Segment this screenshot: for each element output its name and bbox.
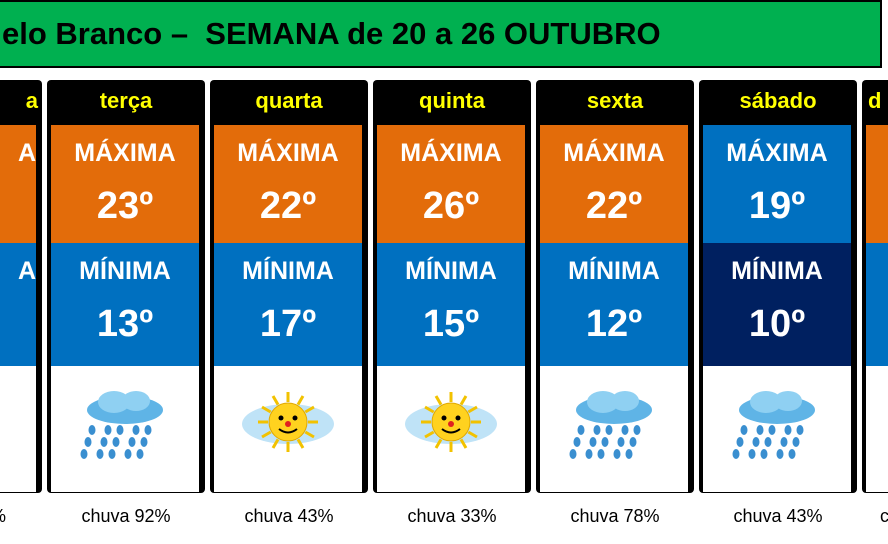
- icon-panel: [0, 366, 36, 492]
- day-card: sexta MÁXIMA 22º MÍNIMA 12º: [536, 80, 694, 493]
- icon-panel: [377, 366, 525, 492]
- min-label: MÍNIMA: [79, 257, 171, 285]
- min-label: A: [17, 257, 36, 285]
- min-temp: 13º: [96, 303, 154, 345]
- rain-chance: c: [880, 506, 888, 526]
- min-panel: MÍNIMA 15º: [377, 243, 525, 366]
- rain-chance: chuva 33%: [407, 506, 497, 526]
- icon-panel: [51, 366, 199, 492]
- max-temp: 23º: [96, 185, 154, 227]
- max-label: MÁXIMA: [74, 139, 176, 167]
- day-name: quarta: [255, 88, 323, 113]
- weather-icon: [377, 388, 525, 463]
- day-card: quarta MÁXIMA 22º MÍNIMA 17º: [210, 80, 368, 493]
- max-panel: MÁXIMA 22º: [540, 125, 688, 243]
- day-card: quinta MÁXIMA 26º MÍNIMA 15º: [373, 80, 531, 493]
- max-panel: MÁXIMA 19º: [703, 125, 851, 243]
- max-panel: MÁXIMA 26º: [377, 125, 525, 243]
- rain-chance: chuva 43%: [244, 506, 334, 526]
- icon-panel: [540, 366, 688, 492]
- day-card: terça MÁXIMA 23º MÍNIMA 13º: [47, 80, 205, 493]
- min-panel: MÍNIMA 10º: [703, 243, 851, 366]
- day-name: d: [868, 88, 882, 113]
- min-label: MÍNIMA: [242, 257, 334, 285]
- max-label: MÁXIMA: [726, 139, 828, 167]
- max-temp: 22º: [585, 185, 643, 227]
- weather-icon: [51, 388, 199, 473]
- max-temp: 22º: [259, 185, 317, 227]
- max-label: MÁXIMA: [237, 139, 339, 167]
- min-panel: [866, 243, 888, 366]
- icon-panel: [866, 366, 888, 492]
- rain-chance: chuva 78%: [570, 506, 660, 526]
- max-temp: 26º: [422, 185, 480, 227]
- max-temp: 19º: [748, 185, 806, 227]
- min-label: MÍNIMA: [568, 257, 660, 285]
- min-panel: MÍNIMA 17º: [214, 243, 362, 366]
- max-panel: A: [0, 125, 36, 243]
- day-name: sexta: [586, 88, 644, 113]
- day-name: a: [25, 88, 38, 113]
- max-panel: MÁXIMA 22º: [214, 125, 362, 243]
- icon-panel: [703, 366, 851, 492]
- min-temp: 12º: [585, 303, 643, 345]
- max-label: A: [17, 139, 36, 167]
- min-label: MÍNIMA: [731, 257, 823, 285]
- icon-panel: [214, 366, 362, 492]
- title: elo Branco – SEMANA de 20 a 26 OUTUBRO: [2, 16, 661, 51]
- weather-icon: [703, 388, 851, 473]
- day-card: a A A: [0, 80, 42, 493]
- max-label: MÁXIMA: [563, 139, 665, 167]
- min-temp: 15º: [422, 303, 480, 345]
- min-panel: MÍNIMA 13º: [51, 243, 199, 366]
- day-card: d: [862, 80, 888, 493]
- day-name: quinta: [419, 88, 485, 113]
- day-name: sábado: [739, 88, 817, 113]
- rain-chance: %: [0, 506, 6, 527]
- day-name: terça: [99, 88, 153, 113]
- day-card: sábado MÁXIMA 19º MÍNIMA 10º: [699, 80, 857, 493]
- max-panel: MÁXIMA 23º: [51, 125, 199, 243]
- rain-chance: chuva 43%: [733, 506, 823, 526]
- max-label: MÁXIMA: [400, 139, 502, 167]
- min-temp: 17º: [259, 303, 317, 345]
- weather-icon: [540, 388, 688, 473]
- rain-chance: chuva 92%: [81, 506, 171, 526]
- min-label: MÍNIMA: [405, 257, 497, 285]
- min-panel: A: [0, 243, 36, 366]
- weather-icon: [214, 388, 362, 463]
- min-temp: 10º: [748, 303, 806, 345]
- max-panel: [866, 125, 888, 243]
- header: elo Branco – SEMANA de 20 a 26 OUTUBRO: [0, 0, 882, 68]
- min-panel: MÍNIMA 12º: [540, 243, 688, 366]
